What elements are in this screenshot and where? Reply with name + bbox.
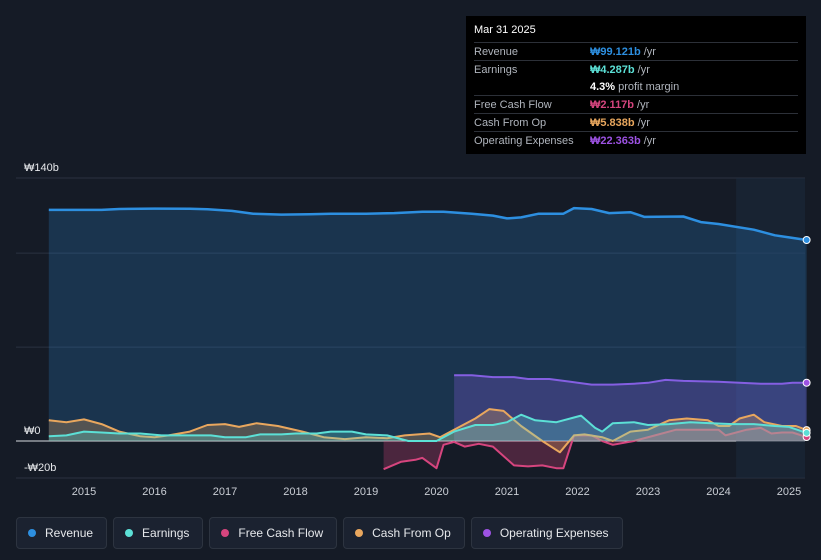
tooltip-date: Mar 31 2025 [474, 24, 536, 36]
x-tick-label: 2018 [283, 486, 307, 498]
tooltip-label: Free Cash Flow [474, 98, 552, 111]
series-area-revenue [48, 208, 807, 441]
series-area-operating-expenses [454, 375, 807, 441]
legend-item-revenue[interactable]: Revenue [16, 517, 108, 549]
tooltip-row-earnings: Earnings ₩4.287b /yr [474, 60, 798, 78]
tooltip-value: ₩22.363b [590, 134, 641, 147]
tooltip-unit: /yr [637, 63, 650, 76]
legend-item-earnings[interactable]: Earnings [113, 517, 204, 549]
x-tick-label: 2015 [72, 486, 96, 498]
y-label-bottom: -₩20b [24, 462, 56, 474]
tooltip-unit: /yr [643, 134, 656, 147]
tooltip-value: ₩2.117b [590, 98, 635, 111]
series-area-earnings [48, 414, 807, 441]
x-tick-label: 2019 [354, 486, 378, 498]
chart-area: ₩140b ₩0 -₩20b 2015 2016 2017 2018 2019 2020 2… [16, 162, 811, 498]
tooltip-value: 4.3% [590, 80, 616, 93]
legend-label: Free Cash Flow [238, 526, 324, 540]
tooltip-label: Revenue [474, 45, 519, 58]
x-tick-label: 2017 [213, 486, 237, 498]
series-endpoint-revenue [802, 235, 811, 244]
tooltip-row-operating-expenses: Operating Expenses ₩22.363b /yr [474, 131, 798, 149]
x-tick-label: 2022 [565, 486, 589, 498]
tooltip-label: Earnings [474, 63, 518, 76]
x-tick-label: 2023 [636, 486, 660, 498]
legend-dot-icon [125, 529, 134, 537]
tooltip-value: ₩4.287b [590, 63, 635, 76]
y-label-top: ₩140b [24, 162, 59, 174]
tooltip-value: ₩5.838b [590, 116, 635, 129]
legend-dot-icon [221, 529, 230, 537]
legend-item-operating-expenses[interactable]: Operating Expenses [470, 517, 623, 549]
x-tick-label: 2025 [777, 486, 801, 498]
data-tooltip: Mar 31 2025 Revenue ₩99.121b /yr Earning… [466, 16, 806, 154]
x-axis-ticks: 2015 2016 2017 2018 2019 2020 2021 2022 2023 2024… [72, 486, 801, 498]
legend-item-free-cash-flow[interactable]: Free Cash Flow [209, 517, 338, 549]
tooltip-unit: profit margin [618, 80, 680, 93]
y-label-zero: ₩0 [24, 425, 41, 437]
chart-legend: Revenue Earnings Free Cash Flow Cash Fro… [16, 517, 623, 549]
legend-label: Cash From Op [372, 526, 451, 540]
series-area-cash-from-op [48, 409, 807, 453]
series-layer [48, 206, 807, 471]
legend-dot-icon [28, 529, 36, 537]
legend-label: Revenue [45, 526, 94, 540]
tooltip-label: Operating Expenses [474, 134, 574, 147]
legend-dot-icon [482, 529, 491, 537]
x-tick-label: 2020 [424, 486, 448, 498]
tooltip-value: ₩99.121b [590, 45, 641, 58]
series-line-earnings [48, 413, 807, 442]
y-axis-labels: ₩140b ₩0 -₩20b [24, 162, 59, 474]
tooltip-unit: /yr [637, 116, 650, 129]
x-tick-label: 2021 [495, 486, 519, 498]
legend-label: Operating Expenses [499, 526, 609, 540]
tooltip-label: Cash From Op [474, 116, 547, 129]
series-endpoint-earnings [802, 428, 811, 437]
tooltip-row-profit-margin: 4.3% profit margin [474, 78, 798, 95]
x-tick-label: 2024 [706, 486, 730, 498]
tooltip-row-free-cash-flow: Free Cash Flow ₩2.117b /yr [474, 95, 798, 113]
series-line-revenue [48, 206, 807, 242]
tooltip-unit: /yr [637, 98, 650, 111]
legend-dot-icon [355, 529, 364, 537]
tooltip-row-cash-from-op: Cash From Op ₩5.838b /yr [474, 113, 798, 131]
series-line-operating-expenses [454, 374, 807, 386]
series-endpoints [802, 235, 811, 442]
series-endpoint-operating-expenses [802, 378, 811, 387]
legend-label: Earnings [142, 526, 190, 540]
x-tick-label: 2016 [142, 486, 166, 498]
tooltip-unit: /yr [643, 45, 656, 58]
series-area-free-cash-flow [383, 427, 807, 470]
tooltip-row-revenue: Revenue ₩99.121b /yr [474, 42, 798, 60]
legend-item-cash-from-op[interactable]: Cash From Op [343, 517, 465, 549]
